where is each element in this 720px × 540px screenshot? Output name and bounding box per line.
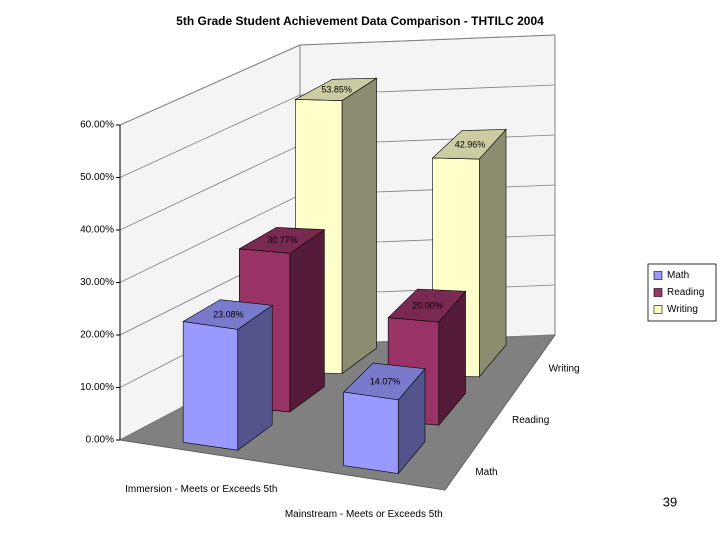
chart-title: 5th Grade Student Achievement Data Compa… (176, 14, 544, 28)
bar-top (431, 129, 507, 160)
page-number: 39 (663, 494, 677, 509)
bar-side (237, 304, 273, 451)
legend-swatch (653, 305, 663, 314)
bar-top (294, 77, 378, 101)
legend-swatch (653, 271, 663, 280)
bar-top (182, 299, 274, 330)
depth-label: Reading (512, 415, 549, 426)
y-tick-label: 60.00% (80, 120, 114, 131)
y-tick-label: 10.00% (80, 382, 114, 393)
bar-top (238, 227, 326, 254)
grid-line (119, 84, 556, 178)
value-label: 14.07% (370, 376, 401, 386)
bar-top (343, 362, 426, 401)
depth-label: Writing (549, 363, 580, 374)
x-tick-label: Immersion - Meets or Exceeds 5th (125, 483, 278, 495)
value-label: 20.00% (412, 300, 443, 310)
legend-label: Reading (667, 287, 704, 298)
y-tick-label: 50.00% (80, 172, 114, 183)
value-label: 30.77% (267, 235, 298, 245)
bar-top (387, 288, 467, 323)
bar-front (182, 321, 239, 451)
x-tick-label: Mainstream - Meets or Exceeds 5th (284, 508, 443, 520)
legend-label: Writing (667, 304, 698, 315)
value-label: 53.85% (321, 85, 352, 95)
legend-label: Math (667, 270, 689, 281)
bar-side (341, 77, 377, 375)
depth-label: Math (475, 467, 497, 478)
y-tick-label: 0.00% (86, 435, 114, 446)
y-tick-label: 40.00% (80, 225, 114, 236)
value-label: 42.96% (455, 140, 486, 150)
y-tick-label: 30.00% (80, 277, 114, 288)
bar-front (343, 391, 399, 474)
y-tick-label: 20.00% (80, 330, 114, 341)
bar-side (478, 128, 507, 378)
bar-side (289, 229, 325, 413)
bar (182, 299, 274, 451)
legend-swatch (653, 288, 663, 297)
bar (343, 362, 426, 475)
value-label: 23.08% (213, 309, 244, 319)
grid-line (119, 34, 556, 126)
